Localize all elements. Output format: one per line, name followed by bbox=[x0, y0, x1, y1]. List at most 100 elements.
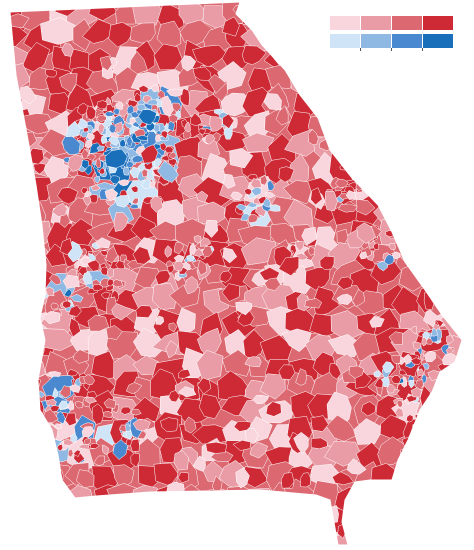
precinct-1105 bbox=[57, 187, 79, 205]
precinct-1209 bbox=[279, 16, 294, 35]
precinct-1120 bbox=[184, 276, 199, 295]
precinct-154 bbox=[10, 161, 28, 193]
precinct-881 bbox=[164, 245, 172, 258]
precinct-1224 bbox=[113, 211, 129, 232]
legend-democratic-swatch-3 bbox=[392, 34, 422, 48]
precinct-1079 bbox=[59, 385, 71, 399]
precinct-151 bbox=[424, 131, 458, 163]
precinct-1300 bbox=[322, 505, 339, 524]
precinct-172 bbox=[399, 159, 432, 187]
precinct-897 bbox=[424, 351, 436, 362]
precinct-1298 bbox=[293, 431, 309, 455]
precinct-1295 bbox=[331, 471, 355, 485]
precinct-1018 bbox=[70, 432, 78, 444]
precinct-1220 bbox=[297, 52, 312, 66]
precinct-1282 bbox=[346, 458, 367, 475]
precinct-1269 bbox=[192, 455, 206, 472]
precinct-1305 bbox=[18, 520, 36, 538]
precinct-1301 bbox=[310, 415, 329, 432]
precinct-673 bbox=[95, 157, 102, 169]
precinct-1307 bbox=[190, 112, 203, 127]
precinct-948 bbox=[420, 413, 432, 421]
precinct-153 bbox=[463, 133, 474, 158]
precinct-1280 bbox=[91, 403, 104, 425]
precinct-481 bbox=[416, 467, 455, 493]
precinct-1203 bbox=[382, 54, 404, 72]
precinct-241 bbox=[467, 225, 474, 255]
precinct-548 bbox=[441, 528, 462, 545]
precinct-1026 bbox=[81, 426, 95, 438]
precinct-1218 bbox=[300, 472, 311, 488]
precinct-102 bbox=[315, 90, 345, 117]
precinct-261 bbox=[418, 243, 451, 268]
precinct-147 bbox=[336, 130, 358, 156]
precinct-1173 bbox=[10, 454, 26, 466]
precinct-959 bbox=[394, 407, 404, 418]
precinct-483 bbox=[459, 464, 462, 493]
precinct-837 bbox=[107, 267, 115, 278]
precinct-487 bbox=[67, 485, 95, 515]
precinct-1234 bbox=[150, 195, 164, 213]
precinct-1103 bbox=[59, 73, 78, 94]
precinct-104 bbox=[355, 85, 381, 111]
precinct-1004 bbox=[68, 384, 81, 393]
precinct-545 bbox=[380, 532, 402, 545]
precinct-219 bbox=[459, 197, 462, 227]
precinct-84 bbox=[393, 65, 421, 91]
precinct-1221 bbox=[76, 469, 95, 488]
precinct-533 bbox=[106, 528, 134, 545]
precinct-63 bbox=[417, 47, 447, 80]
precinct-1098 bbox=[68, 305, 82, 317]
precinct-933 bbox=[399, 369, 408, 376]
precinct-81 bbox=[327, 67, 366, 96]
precinct-1119 bbox=[45, 69, 58, 78]
precinct-1306 bbox=[457, 264, 462, 277]
precinct-868 bbox=[69, 293, 84, 303]
precinct-405 bbox=[198, 393, 222, 419]
precinct-800 bbox=[265, 192, 276, 199]
precinct-721 bbox=[164, 146, 174, 154]
precinct-795 bbox=[230, 191, 243, 201]
precinct-197 bbox=[465, 173, 474, 203]
precinct-509 bbox=[65, 508, 97, 538]
precinct-126 bbox=[353, 107, 380, 130]
precinct-911 bbox=[412, 341, 422, 350]
precinct-1170 bbox=[165, 340, 179, 359]
precinct-500 bbox=[352, 484, 376, 512]
precinct-968 bbox=[130, 408, 142, 416]
legend-tick-2 bbox=[391, 48, 392, 51]
precinct-1159 bbox=[184, 526, 199, 540]
precinct-585 bbox=[91, 184, 101, 191]
precinct-1037 bbox=[373, 242, 380, 250]
precinct-524 bbox=[394, 504, 424, 535]
precinct-458 bbox=[399, 445, 433, 468]
precinct-307 bbox=[459, 287, 462, 308]
precinct-83 bbox=[374, 72, 403, 102]
legend-republican-swatch-1 bbox=[330, 16, 360, 30]
precinct-984 bbox=[51, 387, 59, 398]
precinct-798 bbox=[243, 188, 252, 196]
precinct-787 bbox=[204, 134, 216, 145]
precinct-1063 bbox=[469, 160, 474, 177]
precinct-1253 bbox=[465, 242, 474, 265]
precinct-581 bbox=[84, 138, 93, 149]
precinct-239 bbox=[419, 220, 455, 245]
precinct-1248 bbox=[156, 160, 179, 183]
precinct-562 bbox=[131, 198, 139, 205]
precinct-866 bbox=[50, 302, 59, 310]
precinct-1261 bbox=[83, 374, 95, 385]
precinct-549 bbox=[455, 525, 462, 545]
precinct-1257 bbox=[155, 270, 171, 286]
precinct-216 bbox=[389, 204, 421, 231]
precinct-527 bbox=[463, 504, 474, 532]
precinct-528 bbox=[10, 528, 24, 545]
precinct-1136 bbox=[62, 132, 81, 156]
precinct-65 bbox=[461, 43, 462, 72]
precinct-1146 bbox=[437, 249, 452, 268]
precinct-1053 bbox=[308, 246, 316, 256]
precinct-506 bbox=[10, 505, 34, 542]
precinct-517 bbox=[243, 501, 269, 534]
precinct-1072 bbox=[445, 187, 459, 203]
